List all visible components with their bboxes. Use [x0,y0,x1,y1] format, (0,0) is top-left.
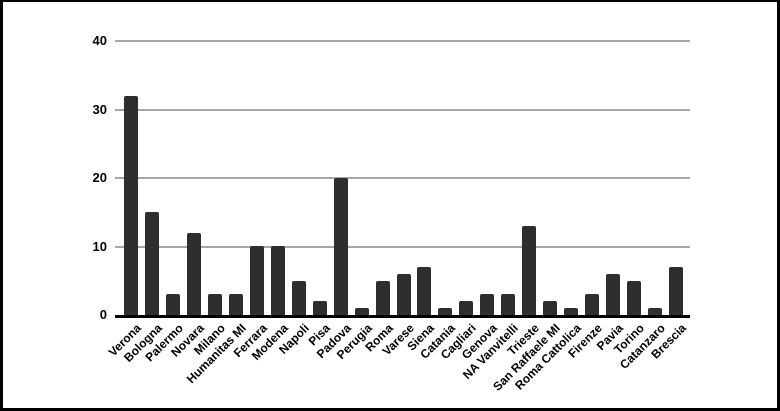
y-tick-label: 40 [92,33,107,48]
bar [438,308,453,315]
bar [354,308,369,315]
bar [145,212,160,315]
bar [250,246,265,315]
bar [417,267,432,315]
y-tick-label: 0 [99,307,107,322]
bar [480,294,495,315]
bar [563,308,578,315]
bar [605,274,620,315]
bar [375,281,390,315]
bar [626,281,641,315]
bar [584,294,599,315]
bar [459,301,474,315]
bar [124,96,139,315]
bar [270,246,285,315]
bar [668,267,683,315]
gridline-40 [115,40,690,42]
bar [312,301,327,315]
gridline-30 [115,108,690,111]
bar [208,294,223,315]
bar [229,294,244,315]
bar [396,274,411,315]
plot-area [115,40,690,318]
bar [291,281,306,315]
bar [501,294,516,315]
bar [542,301,557,315]
bar [522,226,537,315]
bar [166,294,181,315]
bar [647,308,662,315]
bar [187,233,202,315]
bar [333,178,348,315]
y-tick-label: 10 [92,238,107,254]
y-tick-label: 30 [92,101,107,117]
x-axis-line [115,315,690,318]
gridline-20 [115,177,690,179]
y-tick-label: 20 [92,170,107,185]
gridline-10 [115,245,690,248]
